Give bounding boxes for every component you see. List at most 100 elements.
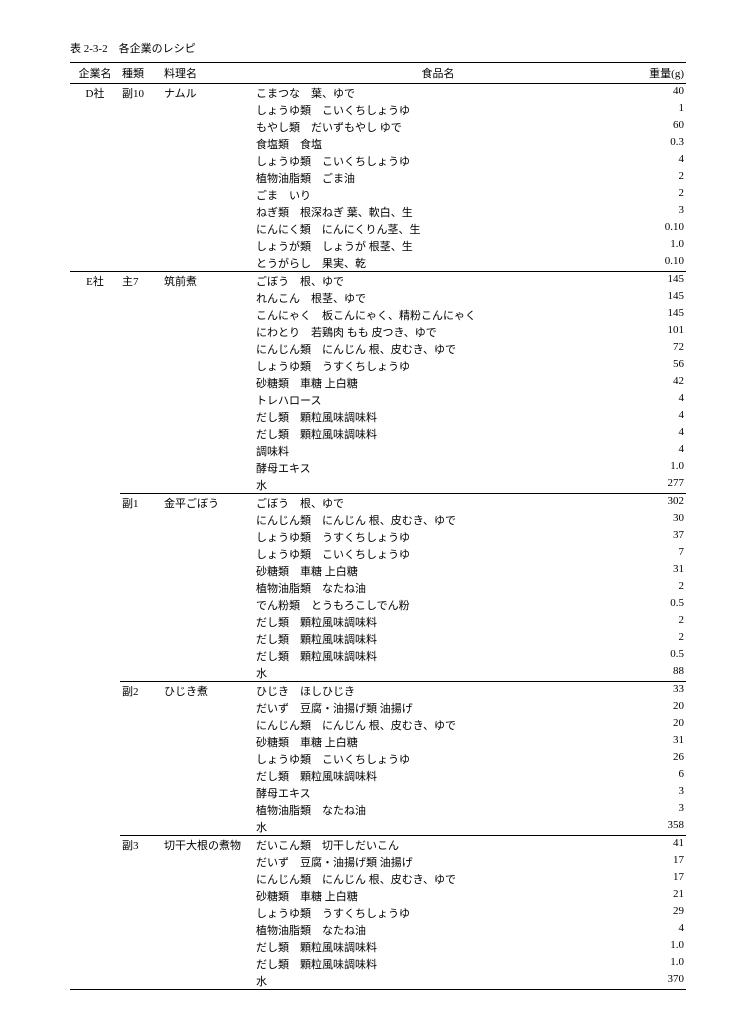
cell-dish xyxy=(162,972,254,990)
cell-kind: 副3 xyxy=(120,836,162,854)
cell-weight: 277 xyxy=(622,476,686,494)
cell-food: 食塩類 食塩 xyxy=(254,135,622,152)
table-row: 水358 xyxy=(70,818,686,836)
cell-dish xyxy=(162,921,254,938)
cell-company xyxy=(70,169,120,186)
cell-dish xyxy=(162,647,254,664)
cell-company: D社 xyxy=(70,84,120,102)
cell-food: だし類 顆粒風味調味料 xyxy=(254,408,622,425)
cell-company xyxy=(70,340,120,357)
table-row: にんじん類 にんじん 根、皮むき、ゆで17 xyxy=(70,870,686,887)
cell-food: 水 xyxy=(254,664,622,682)
cell-company xyxy=(70,887,120,904)
cell-weight: 1.0 xyxy=(622,459,686,476)
cell-food: 植物油脂類 なたね油 xyxy=(254,801,622,818)
cell-kind: 副10 xyxy=(120,84,162,102)
cell-weight: 0.10 xyxy=(622,220,686,237)
table-row: だし類 顆粒風味調味料4 xyxy=(70,408,686,425)
cell-kind xyxy=(120,101,162,118)
cell-dish xyxy=(162,135,254,152)
cell-weight: 4 xyxy=(622,921,686,938)
cell-food: ひじき ほしひじき xyxy=(254,682,622,700)
table-row: だし類 顆粒風味調味料2 xyxy=(70,613,686,630)
table-row: 植物油脂類 ごま油2 xyxy=(70,169,686,186)
cell-weight: 29 xyxy=(622,904,686,921)
table-row: 植物油脂類 なたね油3 xyxy=(70,801,686,818)
cell-kind xyxy=(120,442,162,459)
cell-company xyxy=(70,511,120,528)
cell-weight: 4 xyxy=(622,408,686,425)
table-row: しょうゆ類 うすくちしょうゆ37 xyxy=(70,528,686,545)
cell-weight: 31 xyxy=(622,733,686,750)
cell-company xyxy=(70,733,120,750)
cell-kind xyxy=(120,306,162,323)
cell-food: にんじん類 にんじん 根、皮むき、ゆで xyxy=(254,870,622,887)
cell-company xyxy=(70,870,120,887)
table-row: しょうゆ類 こいくちしょうゆ26 xyxy=(70,750,686,767)
cell-kind xyxy=(120,767,162,784)
cell-weight: 2 xyxy=(622,169,686,186)
cell-dish xyxy=(162,511,254,528)
cell-kind xyxy=(120,118,162,135)
cell-company xyxy=(70,938,120,955)
cell-kind xyxy=(120,647,162,664)
table-row: だし類 顆粒風味調味料4 xyxy=(70,425,686,442)
table-row: 副3切干大根の煮物だいこん類 切干しだいこん41 xyxy=(70,836,686,854)
table-row: にわとり 若鶏肉 もも 皮つき、ゆで101 xyxy=(70,323,686,340)
table-caption: 表 2-3-2 各企業のレシピ xyxy=(70,40,686,56)
cell-dish xyxy=(162,152,254,169)
cell-dish xyxy=(162,664,254,682)
table-row: 砂糖類 車糖 上白糖21 xyxy=(70,887,686,904)
cell-company xyxy=(70,904,120,921)
cell-dish xyxy=(162,853,254,870)
table-row: とうがらし 果実、乾0.10 xyxy=(70,254,686,272)
cell-company xyxy=(70,459,120,476)
cell-dish xyxy=(162,750,254,767)
cell-kind: 副1 xyxy=(120,494,162,512)
cell-food: 水 xyxy=(254,972,622,990)
cell-dish xyxy=(162,425,254,442)
table-body: D社副10ナムルこまつな 葉、ゆで40しょうゆ類 こいくちしょうゆ1もやし類 だ… xyxy=(70,84,686,990)
cell-food: とうがらし 果実、乾 xyxy=(254,254,622,272)
cell-kind xyxy=(120,699,162,716)
table-row: D社副10ナムルこまつな 葉、ゆで40 xyxy=(70,84,686,102)
cell-weight: 1.0 xyxy=(622,955,686,972)
cell-weight: 20 xyxy=(622,716,686,733)
cell-weight: 20 xyxy=(622,699,686,716)
cell-kind xyxy=(120,254,162,272)
table-row: でん粉類 とうもろこしでん粉0.5 xyxy=(70,596,686,613)
table-row: にんじん類 にんじん 根、皮むき、ゆで20 xyxy=(70,716,686,733)
cell-dish xyxy=(162,254,254,272)
table-row: 副1金平ごぼうごぼう 根、ゆで302 xyxy=(70,494,686,512)
cell-food: しょうゆ類 うすくちしょうゆ xyxy=(254,528,622,545)
cell-company xyxy=(70,494,120,512)
cell-company xyxy=(70,289,120,306)
header-dish: 料理名 xyxy=(162,63,254,84)
cell-company xyxy=(70,545,120,562)
cell-company xyxy=(70,630,120,647)
cell-dish xyxy=(162,596,254,613)
cell-food: トレハロース xyxy=(254,391,622,408)
cell-kind xyxy=(120,887,162,904)
cell-dish xyxy=(162,938,254,955)
cell-dish xyxy=(162,323,254,340)
cell-food: 酵母エキス xyxy=(254,459,622,476)
cell-company xyxy=(70,408,120,425)
cell-food: 水 xyxy=(254,476,622,494)
cell-company xyxy=(70,254,120,272)
cell-dish xyxy=(162,374,254,391)
cell-company xyxy=(70,186,120,203)
cell-weight: 31 xyxy=(622,562,686,579)
cell-kind xyxy=(120,579,162,596)
cell-dish xyxy=(162,391,254,408)
cell-kind xyxy=(120,237,162,254)
cell-kind xyxy=(120,220,162,237)
cell-food: しょうゆ類 こいくちしょうゆ xyxy=(254,545,622,562)
cell-weight: 60 xyxy=(622,118,686,135)
cell-weight: 2 xyxy=(622,630,686,647)
table-row: だし類 顆粒風味調味料6 xyxy=(70,767,686,784)
cell-kind xyxy=(120,613,162,630)
table-row: トレハロース4 xyxy=(70,391,686,408)
cell-kind xyxy=(120,289,162,306)
cell-dish xyxy=(162,408,254,425)
